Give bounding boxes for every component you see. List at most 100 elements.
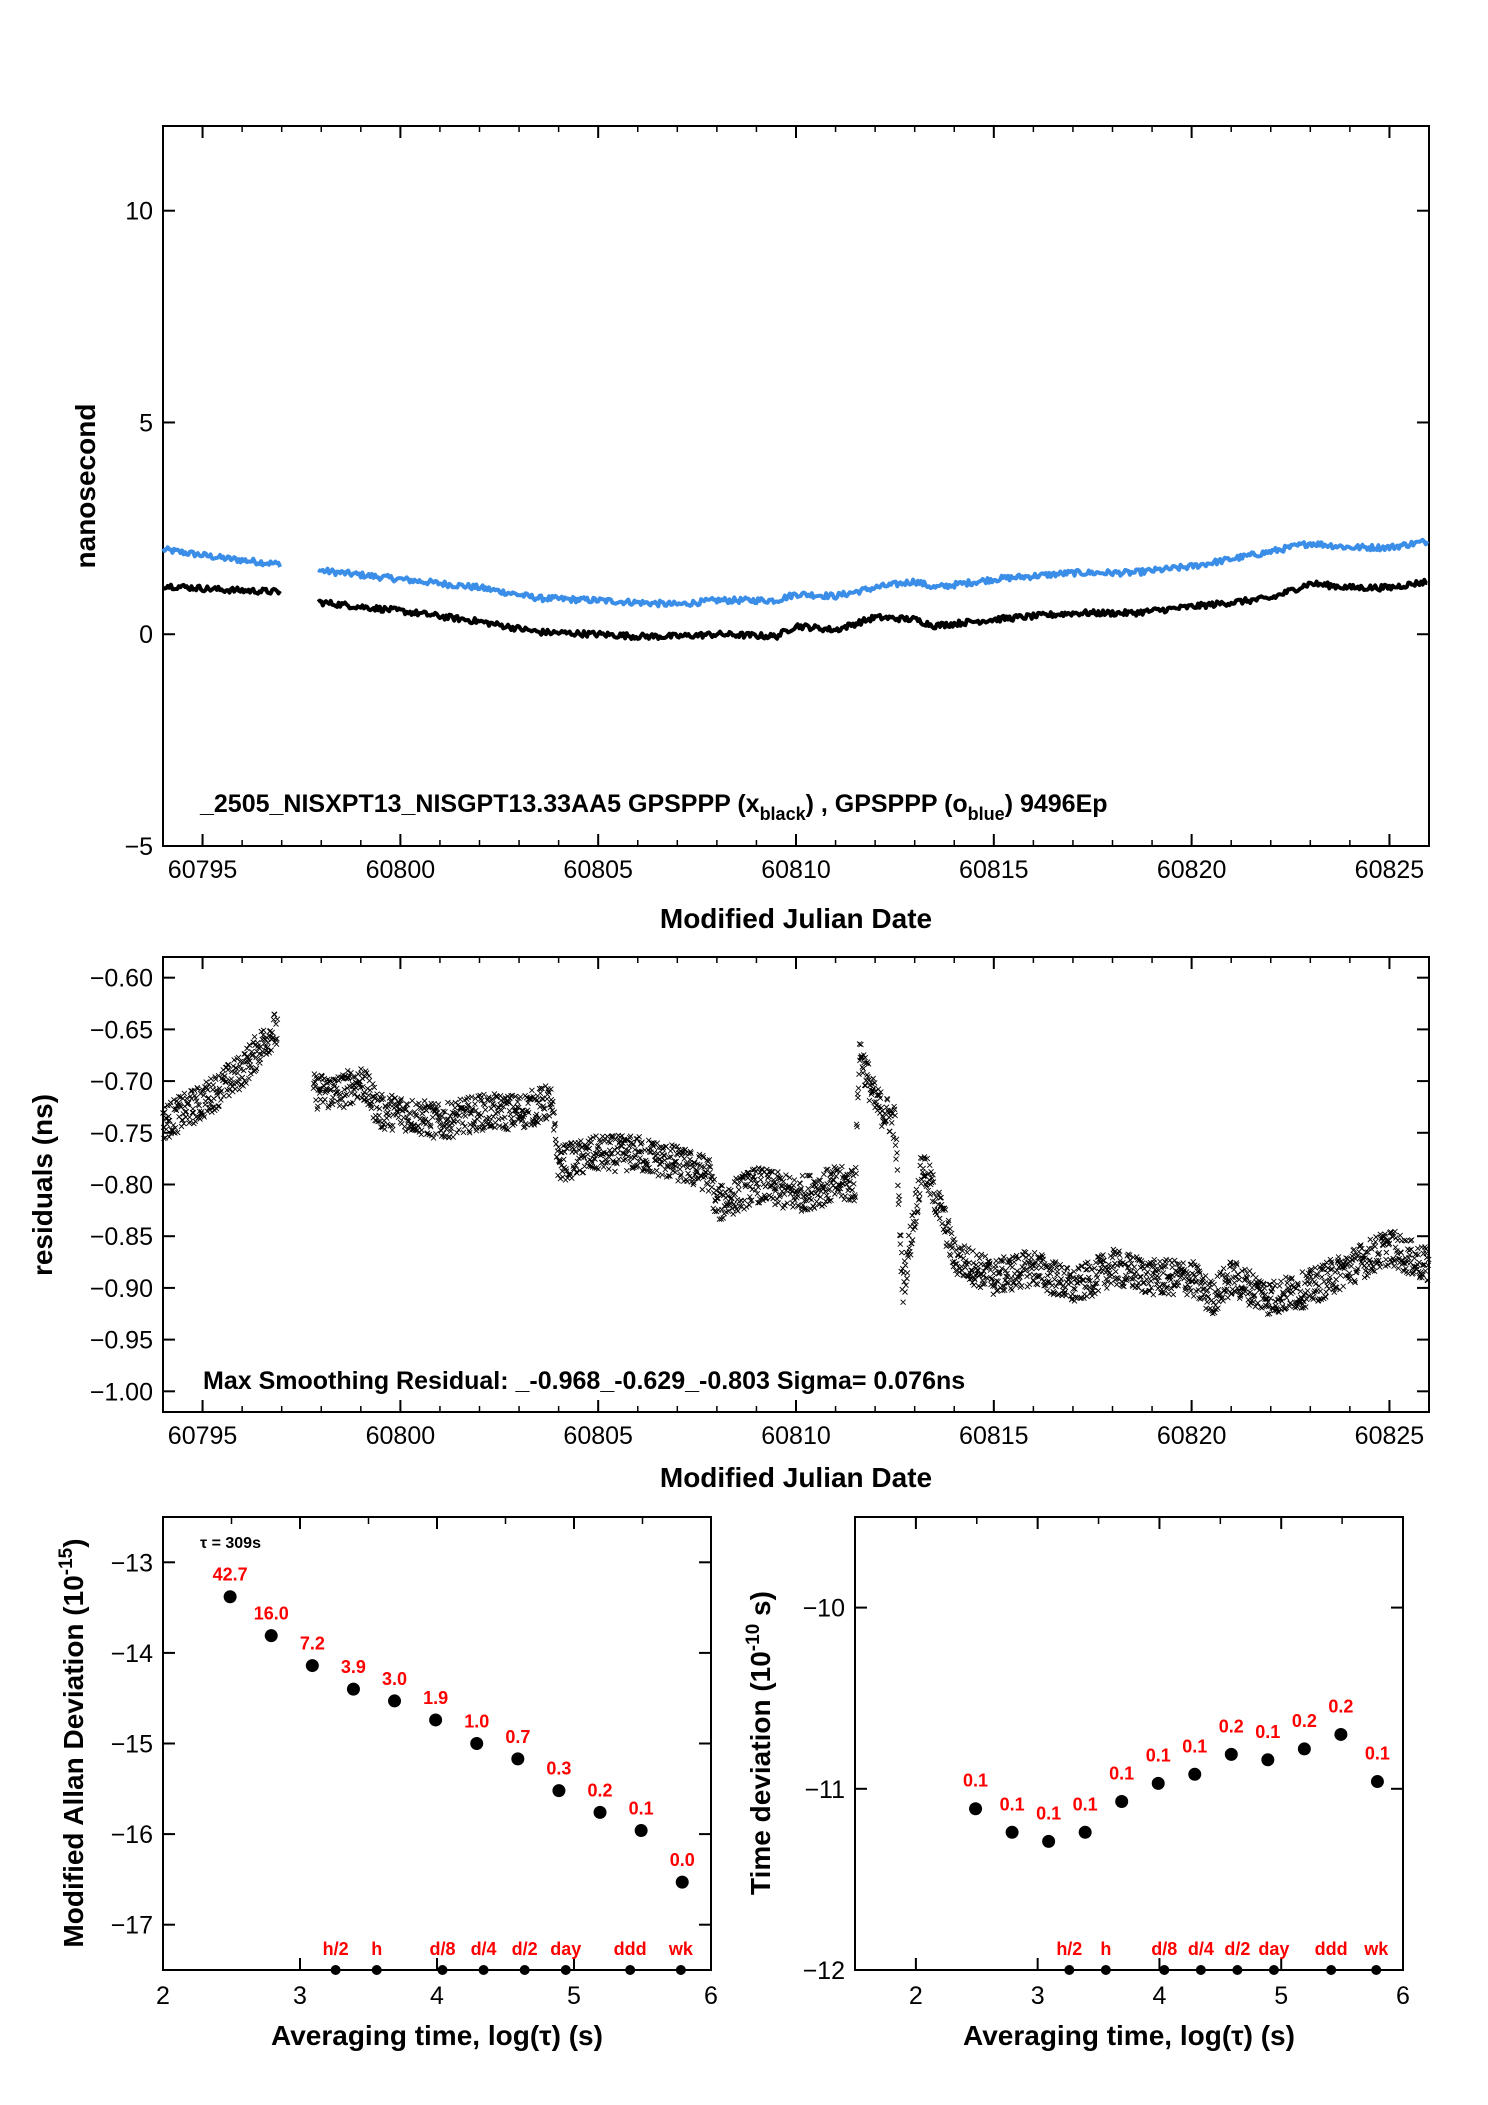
y-tick-label: −0.85: [90, 1223, 153, 1251]
y-tick-label: −1.00: [90, 1378, 153, 1406]
data-point: [1297, 1742, 1311, 1756]
time-deviation-x-axis-label: Averaging time, log(τ) (s): [963, 2020, 1295, 2051]
x-tick-label: 60795: [168, 856, 238, 884]
legend-subscript-blue: blue: [968, 804, 1005, 824]
time-deviation-y-axis-label: Time deviation (10-10 s): [743, 1591, 776, 1895]
point-label: 0.1: [629, 1798, 654, 1818]
x-tick-label: 2: [909, 1982, 923, 2010]
time-offset-x-axis-label: Modified Julian Date: [660, 903, 932, 934]
x-tick-label: 3: [293, 1982, 307, 2010]
period-marker-label: d/4: [471, 1939, 497, 1959]
y-tick-label: −12: [803, 1957, 845, 1985]
point-label: 0.2: [1219, 1716, 1244, 1736]
period-marker-label: h/2: [323, 1939, 349, 1959]
time-offset-panel: 60795 60800 60805 60810 60815 60820 60825 −5 0 5 1…: [70, 125, 1430, 934]
period-marker-label: h: [371, 1939, 382, 1959]
x-tick-label: 6: [704, 1982, 718, 2010]
point-label: 1.0: [464, 1712, 489, 1732]
x-tick-label: 60825: [1355, 856, 1425, 884]
allan-ylabel-close: ): [58, 1538, 89, 1547]
point-label: 0.1: [1255, 1722, 1280, 1742]
tdev-ylabel-close: s): [745, 1591, 776, 1624]
point-label: 0.1: [1365, 1744, 1390, 1764]
tdev-ylabel-exponent: -10: [743, 1624, 764, 1651]
x-tick-label: 60810: [761, 856, 831, 884]
period-marker-dot: [371, 1965, 382, 1975]
y-tick-label: −0.90: [90, 1275, 153, 1303]
point-label: 0.1: [963, 1771, 988, 1791]
point-label: 0.1: [1036, 1803, 1061, 1823]
x-tick-label: 60820: [1157, 1422, 1227, 1450]
time-offset-axes: 60795 60800 60805 60810 60815 60820 60825 −5 0 5 1…: [124, 126, 1430, 884]
period-marker-dot: [519, 1965, 530, 1975]
period-marker-label: ddd: [614, 1939, 647, 1959]
residuals-y-axis-label: residuals (ns): [27, 1094, 58, 1276]
time-deviation-axes: 2 3 4 5 6 −10 −11 −12: [803, 1517, 1410, 2010]
period-marker-label: day: [1258, 1939, 1289, 1959]
period-marker-dot: [1064, 1965, 1075, 1975]
time-offset-y-axis-label: nanosecond: [70, 404, 101, 569]
point-label: 3.9: [341, 1657, 366, 1677]
data-point: [1115, 1794, 1129, 1808]
x-tick-label: 60800: [366, 1422, 436, 1450]
point-label: 0.2: [1328, 1696, 1353, 1716]
data-point: [470, 1737, 484, 1750]
point-label: 16.0: [254, 1604, 289, 1624]
data-point: [429, 1713, 443, 1727]
period-marker-dot: [478, 1965, 489, 1975]
point-label: 0.1: [1109, 1763, 1134, 1783]
y-tick-label: −14: [111, 1640, 154, 1668]
period-marker-label: d/8: [429, 1939, 455, 1959]
x-tick-label: 60815: [959, 856, 1029, 884]
period-marker-label: wk: [1363, 1939, 1389, 1959]
y-tick-label: −0.70: [90, 1068, 153, 1096]
point-label: 3.0: [382, 1669, 407, 1689]
data-point: [1224, 1747, 1238, 1761]
data-point: [634, 1823, 648, 1837]
x-tick-label: 60825: [1355, 1422, 1425, 1450]
x-tick-label: 2: [156, 1982, 170, 2010]
black-series-trace: [162, 577, 1428, 641]
y-tick-label: 10: [125, 198, 153, 226]
data-point: [1334, 1727, 1348, 1741]
period-marker-dot: [1326, 1965, 1337, 1975]
legend-subscript-black: black: [760, 804, 807, 824]
data-point: [388, 1694, 402, 1708]
x-tick-label: 60805: [563, 1422, 633, 1450]
x-tick-label: 3: [1031, 1982, 1045, 2010]
point-label: 0.1: [1073, 1794, 1098, 1814]
point-label: 0.1: [1182, 1736, 1207, 1756]
point-label: 0.1: [1000, 1794, 1025, 1814]
x-tick-label: 4: [1152, 1982, 1166, 2010]
y-tick-label: 5: [139, 409, 153, 437]
point-label: 0.2: [588, 1780, 613, 1800]
period-marker-dot: [330, 1965, 341, 1975]
x-tick-label: 60805: [563, 856, 633, 884]
smoothing-residual-annotation: Max Smoothing Residual: _-0.968_-0.629_-…: [203, 1367, 965, 1395]
period-marker-label: wk: [668, 1939, 694, 1959]
tdev-ylabel-text: Time deviation (10: [745, 1651, 776, 1895]
data-point: [1151, 1776, 1165, 1790]
allan-ylabel-exponent: -15: [56, 1547, 77, 1575]
data-point: [1078, 1825, 1092, 1839]
legend-text-1: _2505_NISXPT13_NISGPT13.33AA5 GPSPPP (x: [199, 790, 760, 818]
y-tick-label: 0: [139, 621, 153, 649]
time-deviation-panel: 2 3 4 5 6−10−11−12 0.10.1 0.1 0.10.10.1 0.10.2 0…: [743, 1516, 1410, 2051]
period-marker-label: ddd: [1315, 1939, 1348, 1959]
y-tick-label: −0.65: [90, 1016, 153, 1044]
period-marker-dot: [1232, 1965, 1243, 1975]
period-marker-dot: [437, 1965, 448, 1975]
period-marker-label: d/8: [1151, 1939, 1177, 1959]
x-tick-label: 5: [1274, 1982, 1288, 2010]
y-tick-label: −17: [111, 1912, 153, 1940]
y-tick-label: −13: [111, 1549, 153, 1577]
point-label: 0.1: [1146, 1745, 1171, 1765]
residuals-axes: 60795 60800 60805 60810 60815 60820 60825 −0.60…: [90, 957, 1430, 1450]
period-marker-label: h/2: [1056, 1939, 1082, 1959]
x-tick-label: 60820: [1157, 856, 1227, 884]
point-label: 0.3: [546, 1759, 571, 1779]
y-tick-label: −10: [803, 1595, 845, 1623]
x-tick-label: 5: [567, 1982, 581, 2010]
y-tick-label: −0.60: [90, 965, 153, 993]
